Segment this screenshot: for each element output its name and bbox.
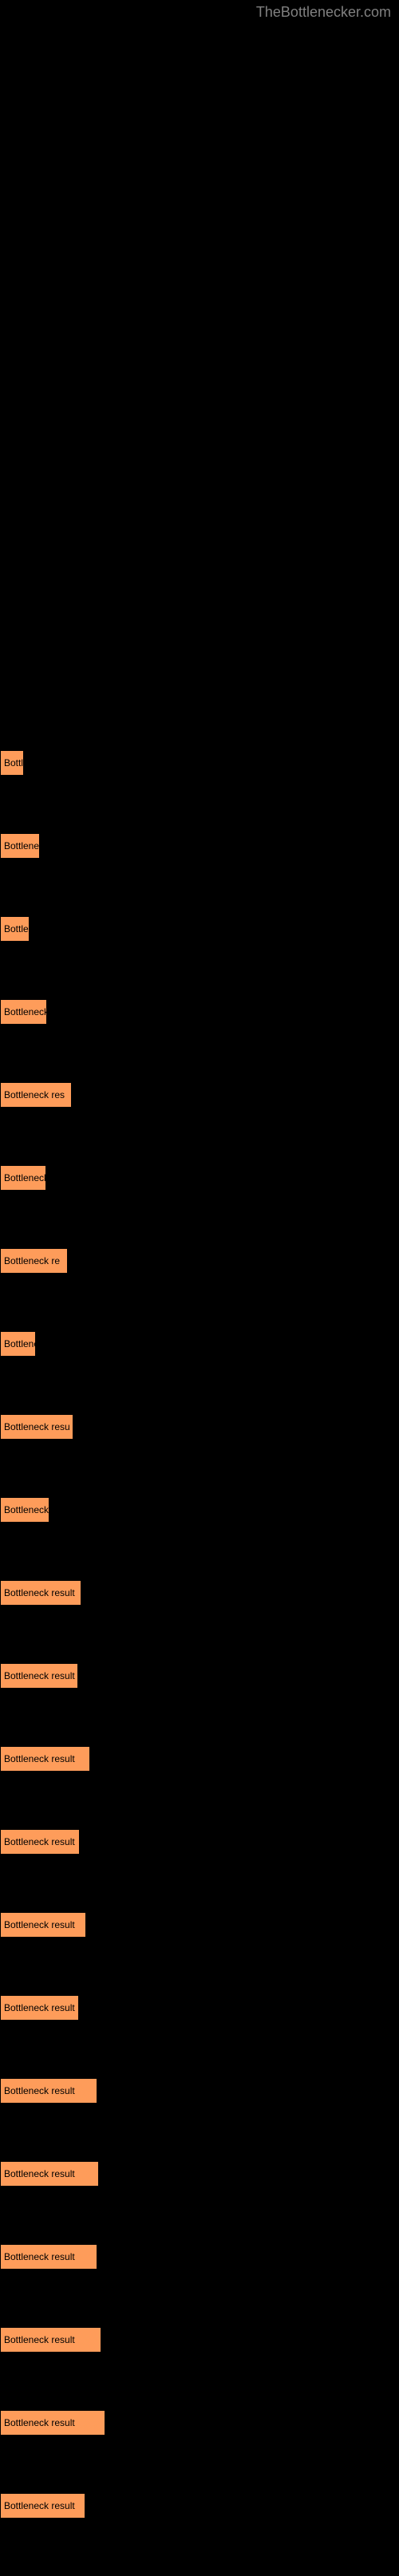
bar-row: Bottle — [0, 916, 399, 942]
chart-bar: Bottlene — [0, 1331, 36, 1357]
chart-bar: Bottleneck result — [0, 1746, 90, 1772]
bar-label: Bottleneck result — [4, 1919, 75, 1930]
bar-row: Bottleneck result — [0, 2493, 399, 2519]
watermark-text: TheBottlenecker.com — [256, 4, 391, 21]
chart-bar: Bottleneck result — [0, 2410, 105, 2436]
bar-chart: Bottl Bottlenec Bottle Bottleneck Bottleneck… — [0, 0, 399, 2519]
bar-label: Bottleneck result — [4, 1753, 75, 1764]
chart-bar: Bottleneck — [0, 999, 47, 1025]
bar-row: Bottleneck result — [0, 1580, 399, 1606]
chart-bar: Bottle — [0, 916, 30, 942]
bar-label: Bottleneck result — [4, 2500, 75, 2511]
bar-row: Bottleneck result — [0, 1829, 399, 1855]
bar-label: Bottleneck result — [4, 2168, 75, 2179]
bar-row: Bottlenec — [0, 833, 399, 859]
bar-row: Bottleneck — [0, 1165, 399, 1191]
bar-row: Bottleneck result — [0, 2410, 399, 2436]
bar-row: Bottleneck result — [0, 2327, 399, 2353]
bar-label: Bottlenec — [4, 840, 40, 851]
chart-bar: Bottleneck res — [0, 1082, 72, 1108]
chart-bar: Bottl — [0, 750, 24, 776]
bar-row: Bottleneck result — [0, 1912, 399, 1938]
bar-row: Bottleneck result — [0, 2078, 399, 2104]
bar-row: Bottleneck result — [0, 1663, 399, 1689]
bar-label: Bottleneck result — [4, 2085, 75, 2096]
chart-bar: Bottleneck result — [0, 1995, 79, 2021]
chart-bar: Bottleneck result — [0, 1580, 81, 1606]
bar-label: Bottleneck re — [4, 1255, 60, 1266]
bar-label: Bottle — [4, 923, 29, 934]
bar-label: Bottleneck result — [4, 2002, 75, 2013]
chart-bar: Bottleneck result — [0, 2161, 99, 2187]
bar-row: Bottleneck result — [0, 1746, 399, 1772]
chart-bar: Bottleneck result — [0, 2327, 101, 2353]
bar-label: Bottl — [4, 757, 23, 768]
bar-row: Bottl — [0, 750, 399, 776]
chart-bar: Bottleneck — [0, 1165, 46, 1191]
bar-row: Bottleneck re — [0, 1248, 399, 1274]
bar-label: Bottlene — [4, 1338, 36, 1349]
chart-bar: Bottleneck result — [0, 1663, 78, 1689]
bar-label: Bottleneck resu — [4, 1421, 70, 1432]
bar-row: Bottleneck result — [0, 1995, 399, 2021]
chart-bar: Bottleneck re — [0, 1248, 68, 1274]
bar-row: Bottleneck result — [0, 2244, 399, 2270]
bar-label: Bottleneck result — [4, 1587, 75, 1598]
chart-bar: Bottleneck result — [0, 2078, 97, 2104]
chart-bar: Bottleneck result — [0, 2244, 97, 2270]
bar-label: Bottleneck o — [4, 1504, 49, 1515]
chart-bar: Bottleneck resu — [0, 1414, 73, 1440]
bar-label: Bottleneck res — [4, 1089, 65, 1100]
bar-row: Bottleneck res — [0, 1082, 399, 1108]
bar-row: Bottlene — [0, 1331, 399, 1357]
bar-row: Bottleneck resu — [0, 1414, 399, 1440]
bar-label: Bottleneck result — [4, 1836, 75, 1847]
bar-label: Bottleneck — [4, 1006, 47, 1017]
bar-label: Bottleneck result — [4, 1670, 75, 1681]
bar-row: Bottleneck — [0, 999, 399, 1025]
chart-bar: Bottleneck result — [0, 2493, 85, 2519]
bar-row: Bottleneck result — [0, 2161, 399, 2187]
bar-label: Bottleneck result — [4, 2417, 75, 2428]
chart-bar: Bottleneck result — [0, 1829, 80, 1855]
chart-bar: Bottlenec — [0, 833, 40, 859]
bar-row: Bottleneck o — [0, 1497, 399, 1523]
bar-label: Bottleneck result — [4, 2334, 75, 2345]
chart-bar: Bottleneck result — [0, 1912, 86, 1938]
chart-bar: Bottleneck o — [0, 1497, 49, 1523]
bar-label: Bottleneck result — [4, 2251, 75, 2262]
bar-label: Bottleneck — [4, 1172, 46, 1183]
